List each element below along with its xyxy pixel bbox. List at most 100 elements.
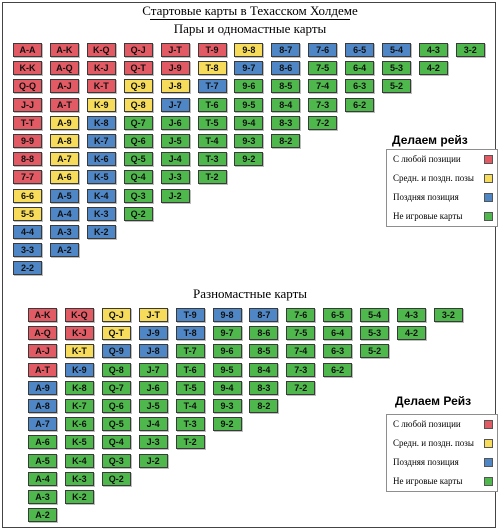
offsuit-card-j-2: J-2: [138, 453, 168, 468]
offsuit-card-4-2: 4-2: [397, 326, 426, 341]
suited-card-9-3: 9-3: [234, 134, 264, 148]
suited-card-t-8: T-8: [197, 61, 227, 76]
legend-label: Поздняя позиция: [393, 192, 459, 202]
offsuit-card-q-4: Q-4: [101, 435, 131, 450]
suited-card-a-a: A-A: [13, 43, 42, 57]
offsuit-card-a-3: A-3: [28, 490, 57, 504]
legend-swatch: [484, 155, 493, 164]
legend-label: Не игровые карты: [393, 476, 463, 486]
suited-card-j-2: J-2: [160, 188, 190, 203]
title-divider: [150, 19, 350, 20]
offsuit-card-t-6: T-6: [175, 362, 205, 377]
suited-card-9-4: 9-4: [234, 115, 264, 130]
offsuit-card-k-7: K-7: [64, 399, 94, 413]
offsuit-card-q-8: Q-8: [101, 362, 131, 377]
offsuit-card-8-2: 8-2: [249, 399, 279, 413]
suited-card-q-2: Q-2: [123, 206, 153, 221]
offsuit-card-j-9: J-9: [138, 326, 168, 341]
offsuit-card-q-9: Q-9: [101, 344, 131, 359]
suited-card-5-2: 5-2: [382, 79, 411, 94]
suited-card-8-7: 8-7: [271, 43, 301, 57]
section2-title: Разномастные карты: [192, 286, 308, 301]
offsuit-card-7-5: 7-5: [286, 326, 316, 341]
offsuit-card-a-8: A-8: [28, 399, 57, 413]
suited-card-t-4: T-4: [197, 134, 227, 148]
suited-card-8-2: 8-2: [271, 134, 301, 148]
offsuit-card-k-8: K-8: [64, 380, 94, 395]
legend2-box: С любой позиции Средн. и поздн. позы Поздн…: [386, 414, 498, 492]
offsuit-card-9-6: 9-6: [212, 344, 242, 359]
offsuit-card-q-6: Q-6: [101, 399, 131, 413]
suited-card-k-8: K-8: [86, 115, 116, 130]
suited-card-9-9: 9-9: [13, 134, 42, 148]
suited-card-a-j: A-J: [49, 79, 79, 94]
offsuit-card-t-2: T-2: [175, 435, 205, 450]
offsuit-card-a-t: A-T: [28, 362, 57, 377]
offsuit-card-t-8: T-8: [175, 326, 205, 341]
offsuit-card-6-3: 6-3: [323, 344, 353, 359]
suited-card-7-4: 7-4: [308, 79, 338, 94]
offsuit-card-k-3: K-3: [64, 471, 94, 486]
offsuit-card-j-7: J-7: [138, 362, 168, 377]
suited-card-j-t: J-T: [160, 43, 190, 57]
suited-card-t-t: T-T: [13, 115, 42, 130]
legend-item: Средн. и поздн. позы: [387, 169, 497, 188]
suited-card-8-8: 8-8: [13, 152, 42, 167]
suited-card-9-8: 9-8: [234, 43, 264, 57]
offsuit-card-8-3: 8-3: [249, 380, 279, 395]
offsuit-card-9-2: 9-2: [212, 417, 242, 432]
suited-card-q-8: Q-8: [123, 97, 153, 112]
suited-card-7-2: 7-2: [308, 115, 338, 130]
legend-label: С любой позиции: [393, 154, 461, 164]
offsuit-card-j-4: J-4: [138, 417, 168, 432]
suited-card-8-3: 8-3: [271, 115, 301, 130]
offsuit-card-k-j: K-J: [64, 326, 94, 341]
legend-swatch: [484, 458, 493, 467]
suited-card-k-2: K-2: [86, 225, 116, 239]
offsuit-card-k-9: K-9: [64, 362, 94, 377]
offsuit-card-k-6: K-6: [64, 417, 94, 432]
offsuit-card-q-5: Q-5: [101, 417, 131, 432]
legend-swatch: [484, 193, 493, 202]
offsuit-card-9-3: 9-3: [212, 399, 242, 413]
legend-item: Средн. и поздн. позы: [387, 434, 497, 453]
offsuit-card-t-4: T-4: [175, 399, 205, 413]
suited-card-8-4: 8-4: [271, 97, 301, 112]
offsuit-card-j-t: J-T: [138, 308, 168, 322]
suited-card-a-t: A-T: [49, 97, 79, 112]
offsuit-card-t-5: T-5: [175, 380, 205, 395]
suited-card-k-q: K-Q: [86, 43, 116, 57]
suited-card-4-2: 4-2: [418, 61, 448, 76]
legend-item: Поздняя позиция: [387, 453, 497, 472]
suited-card-2-2: 2-2: [13, 261, 42, 276]
suited-card-k-k: K-K: [13, 61, 42, 76]
suited-card-9-7: 9-7: [234, 61, 264, 76]
offsuit-card-7-3: 7-3: [286, 362, 316, 377]
suited-card-3-2: 3-2: [455, 43, 485, 57]
offsuit-card-5-4: 5-4: [360, 308, 390, 322]
suited-card-t-6: T-6: [197, 97, 227, 112]
suited-card-4-3: 4-3: [418, 43, 448, 57]
suited-card-j-6: J-6: [160, 115, 190, 130]
suited-card-7-7: 7-7: [13, 170, 42, 185]
offsuit-card-3-2: 3-2: [433, 308, 463, 322]
suited-card-j-3: J-3: [160, 170, 190, 185]
suited-card-q-q: Q-Q: [13, 79, 42, 94]
suited-card-q-j: Q-J: [123, 43, 153, 57]
offsuit-card-8-5: 8-5: [249, 344, 279, 359]
legend-swatch: [484, 477, 493, 486]
suited-card-4-4: 4-4: [13, 225, 42, 239]
suited-card-j-7: J-7: [160, 97, 190, 112]
suited-card-q-5: Q-5: [123, 152, 153, 167]
legend-label: Средн. и поздн. позы: [393, 173, 474, 183]
suited-card-6-3: 6-3: [345, 79, 375, 94]
suited-card-a-q: A-Q: [49, 61, 79, 76]
offsuit-card-6-2: 6-2: [323, 362, 353, 377]
offsuit-card-q-2: Q-2: [101, 471, 131, 486]
suited-card-7-5: 7-5: [308, 61, 338, 76]
offsuit-card-6-5: 6-5: [323, 308, 353, 322]
suited-card-j-9: J-9: [160, 61, 190, 76]
suited-card-a-7: A-7: [49, 152, 79, 167]
suited-card-3-3: 3-3: [13, 243, 42, 258]
suited-card-5-5: 5-5: [13, 206, 42, 221]
